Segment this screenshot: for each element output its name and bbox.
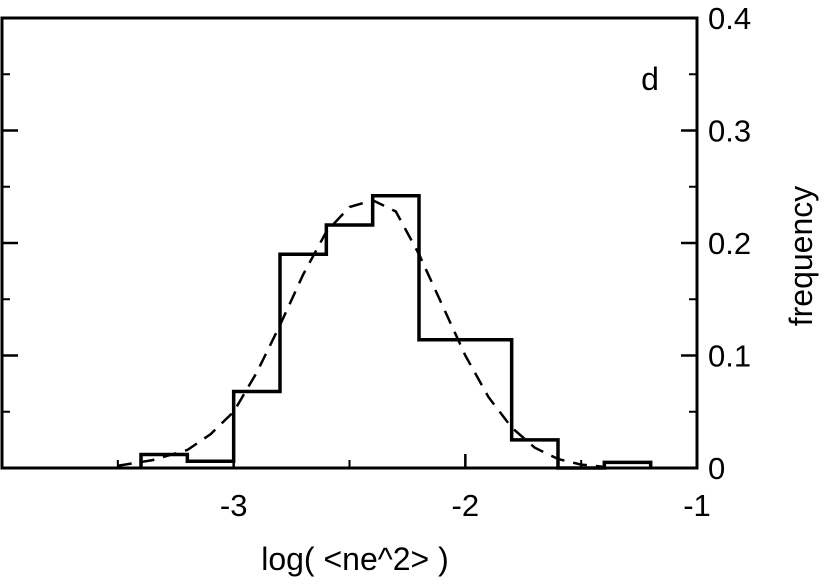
y-axis-label: frequency [783, 186, 819, 327]
histogram-bar [280, 254, 326, 468]
y-tick-label: 0.1 [708, 339, 751, 374]
fit-curve-dashed [117, 198, 605, 469]
x-tick-label: -1 [683, 488, 711, 523]
histogram-outline [139, 194, 653, 470]
y-tick-label: 0.3 [708, 114, 751, 149]
panel-label: d [641, 61, 659, 97]
histogram-bar [326, 225, 372, 468]
tick-labels: -3 -2 -10 0.1 0.2 0.3 0.4 [220, 1, 751, 523]
histogram-bar [419, 340, 465, 468]
x-tick-label: -3 [220, 488, 248, 523]
histogram-bar [604, 462, 650, 468]
histogram-bar [373, 196, 419, 468]
y-tick-label: 0.2 [708, 226, 751, 261]
y-tick-label: 0.4 [708, 1, 751, 36]
y-tick-label: 0 [708, 451, 725, 486]
plot-area [0, 16, 699, 470]
axis-ticks [2, 16, 699, 470]
histogram-bar [465, 340, 511, 468]
histogram-bar [234, 392, 280, 469]
x-axis-label: log( <ne^2> ) [261, 541, 449, 577]
histogram-bar [187, 461, 233, 468]
x-tick-label: -2 [452, 488, 480, 523]
histogram-bar [512, 440, 558, 468]
